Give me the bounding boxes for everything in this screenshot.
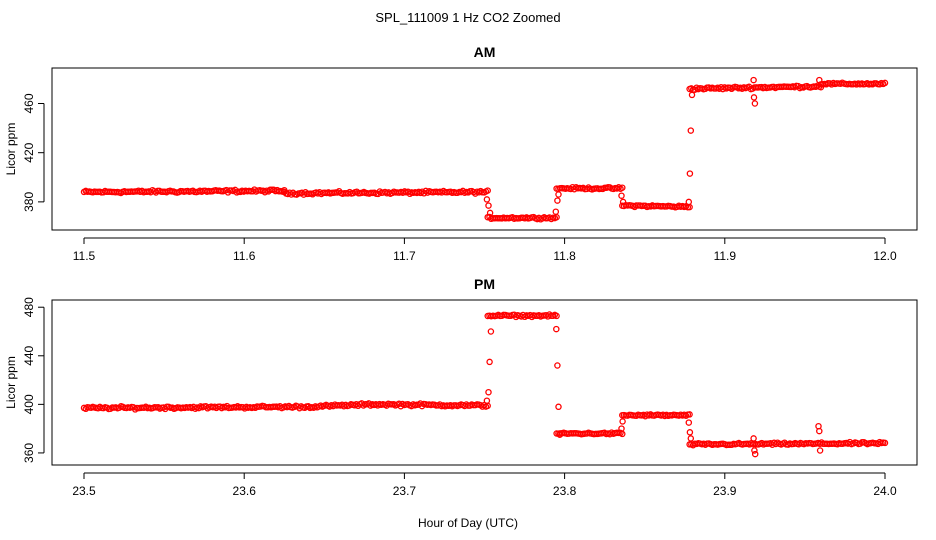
y-axis-label: Licor ppm bbox=[4, 123, 18, 176]
x-axis: 23.5 23.6 23.7 23.8 23.9 24.0 bbox=[72, 472, 897, 498]
data-point bbox=[816, 76, 823, 84]
y-tick-label: 380 bbox=[22, 192, 36, 212]
y-axis: 360 400 440 480 bbox=[22, 297, 45, 463]
data-point bbox=[555, 191, 562, 198]
data-point bbox=[751, 100, 759, 107]
data-point bbox=[686, 411, 693, 418]
data-point bbox=[484, 187, 491, 194]
data-point bbox=[881, 79, 889, 87]
data-point bbox=[619, 198, 627, 206]
x-tick-label: 11.9 bbox=[714, 249, 737, 263]
panel-title: PM bbox=[474, 276, 495, 292]
data-point bbox=[688, 91, 696, 99]
x-tick-label: 11.6 bbox=[233, 249, 256, 263]
x-tick-label: 23.9 bbox=[713, 484, 737, 498]
x-axis: 11.5 11.6 11.7 11.8 11.9 12.0 bbox=[73, 237, 897, 263]
x-tick-label: 23.5 bbox=[72, 484, 96, 498]
data-point bbox=[553, 312, 560, 320]
data-point bbox=[486, 209, 494, 217]
data-point bbox=[618, 425, 625, 432]
data-point bbox=[619, 418, 626, 425]
x-axis-label: Hour of Day (UTC) bbox=[418, 516, 518, 530]
data-point bbox=[552, 208, 560, 215]
data-point bbox=[554, 362, 561, 369]
y-tick-label: 440 bbox=[22, 345, 36, 365]
data-point bbox=[554, 197, 561, 204]
data-point bbox=[485, 202, 492, 209]
data-point bbox=[881, 439, 889, 447]
x-tick-label: 24.0 bbox=[873, 484, 897, 498]
x-tick-label: 11.7 bbox=[393, 249, 416, 263]
data-point bbox=[555, 403, 562, 411]
plot-frame bbox=[51, 299, 918, 466]
x-tick-label: 23.6 bbox=[233, 484, 257, 498]
data-point bbox=[750, 76, 757, 84]
y-tick-label: 360 bbox=[22, 443, 36, 463]
y-axis-label: Licor ppm bbox=[4, 356, 18, 409]
data-point bbox=[816, 447, 824, 454]
data-series bbox=[80, 311, 889, 458]
y-tick-label: 420 bbox=[22, 142, 36, 162]
data-point bbox=[686, 429, 694, 436]
data-point bbox=[686, 170, 694, 177]
data-point bbox=[556, 431, 564, 438]
x-tick-label: 23.8 bbox=[553, 484, 577, 498]
data-series bbox=[80, 76, 889, 223]
x-tick-label: 11.5 bbox=[73, 249, 96, 263]
data-point bbox=[486, 358, 493, 366]
data-point bbox=[483, 196, 491, 203]
data-point bbox=[485, 388, 492, 396]
x-tick-label: 12.0 bbox=[873, 249, 897, 263]
data-point bbox=[487, 328, 495, 335]
figure-title: SPL_111009 1 Hz CO2 Zoomed bbox=[375, 10, 560, 25]
data-point bbox=[685, 419, 693, 426]
panel-am: AM Licor ppm 11.5 11.6 11.7 11.8 11.9 12.0 380 42… bbox=[4, 44, 918, 263]
plot-frame bbox=[51, 67, 918, 231]
data-point bbox=[750, 94, 758, 101]
data-point bbox=[685, 198, 693, 206]
y-axis: 380 420 460 bbox=[22, 93, 45, 212]
y-tick-label: 480 bbox=[22, 297, 36, 317]
data-point bbox=[816, 427, 823, 435]
y-tick-label: 460 bbox=[22, 93, 36, 113]
data-point bbox=[619, 184, 626, 191]
x-tick-label: 23.7 bbox=[393, 484, 417, 498]
data-point bbox=[751, 450, 759, 458]
data-point bbox=[689, 441, 697, 449]
data-point bbox=[553, 325, 560, 333]
y-tick-label: 400 bbox=[22, 394, 36, 414]
panel-pm: PM Licor ppm 23.5 23.6 23.7 23.8 23.9 24.0 360 40… bbox=[4, 276, 918, 498]
data-point bbox=[687, 435, 695, 442]
panels: AM Licor ppm 11.5 11.6 11.7 11.8 11.9 12.0 380 42… bbox=[4, 44, 918, 498]
data-point bbox=[750, 435, 757, 442]
data-point bbox=[483, 397, 491, 404]
panel-title: AM bbox=[474, 44, 496, 60]
x-tick-label: 11.8 bbox=[553, 249, 576, 263]
data-point bbox=[687, 127, 695, 134]
data-point bbox=[751, 447, 758, 454]
data-point bbox=[618, 192, 625, 199]
